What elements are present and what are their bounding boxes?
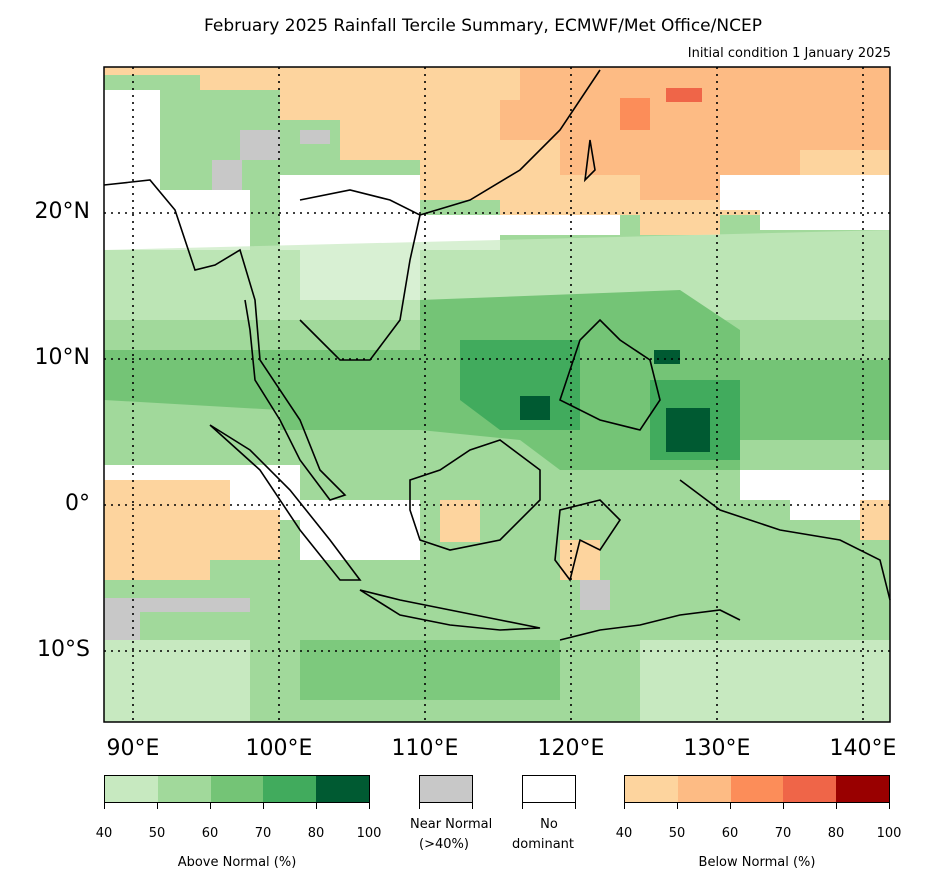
lon-label-110e: 110°E bbox=[391, 736, 459, 761]
above-tick: 80 bbox=[307, 826, 325, 841]
above-tick: 100 bbox=[356, 826, 382, 841]
probability-field bbox=[104, 67, 890, 722]
no-dominant-swatch bbox=[522, 775, 576, 803]
below-tick: 70 bbox=[774, 826, 792, 841]
lat-label-0: 0° bbox=[65, 491, 90, 516]
below-tick: 60 bbox=[721, 826, 739, 841]
below-tick: 40 bbox=[615, 826, 633, 841]
lon-label-90e: 90°E bbox=[106, 736, 160, 761]
lon-label-130e: 130°E bbox=[683, 736, 751, 761]
above-80-100-swatch bbox=[316, 776, 369, 802]
above-50-60-swatch bbox=[157, 776, 211, 802]
below-tick: 50 bbox=[668, 826, 686, 841]
above-tick: 40 bbox=[95, 826, 113, 841]
above-70-80-swatch bbox=[263, 776, 317, 802]
below-normal-colorbar bbox=[624, 775, 890, 803]
near-normal-swatch bbox=[419, 775, 473, 803]
map-frame bbox=[103, 66, 891, 723]
lon-label-140e: 140°E bbox=[829, 736, 897, 761]
map-title: February 2025 Rainfall Tercile Summary, … bbox=[204, 16, 762, 36]
map-subtitle: Initial condition 1 January 2025 bbox=[687, 46, 891, 61]
above-40-50-swatch bbox=[105, 776, 158, 802]
below-80-100-swatch bbox=[836, 776, 889, 802]
near-normal-label-1: Near Normal bbox=[410, 817, 493, 832]
lat-label-10s: 10°S bbox=[37, 637, 90, 662]
below-normal-label: Below Normal (%) bbox=[698, 855, 816, 870]
lon-label-100e: 100°E bbox=[245, 736, 313, 761]
below-40-50-swatch bbox=[625, 776, 678, 802]
near-normal-label-2: (>40%) bbox=[419, 837, 469, 852]
lat-label-20n: 20°N bbox=[34, 199, 90, 224]
below-60-70-swatch bbox=[730, 776, 784, 802]
above-tick: 60 bbox=[201, 826, 219, 841]
below-50-60-swatch bbox=[677, 776, 731, 802]
above-tick: 50 bbox=[148, 826, 166, 841]
above-tick: 70 bbox=[254, 826, 272, 841]
above-60-70-swatch bbox=[210, 776, 264, 802]
below-tick: 80 bbox=[827, 826, 845, 841]
above-normal-colorbar bbox=[104, 775, 370, 803]
no-dominant-label-1: No bbox=[540, 817, 558, 832]
below-tick: 100 bbox=[876, 826, 902, 841]
above-normal-label: Above Normal (%) bbox=[177, 855, 297, 870]
lon-label-120e: 120°E bbox=[537, 736, 605, 761]
below-70-80-swatch bbox=[783, 776, 837, 802]
lat-label-10n: 10°N bbox=[34, 345, 90, 370]
no-dominant-label-2: dominant bbox=[512, 837, 575, 852]
graticule bbox=[104, 67, 890, 722]
